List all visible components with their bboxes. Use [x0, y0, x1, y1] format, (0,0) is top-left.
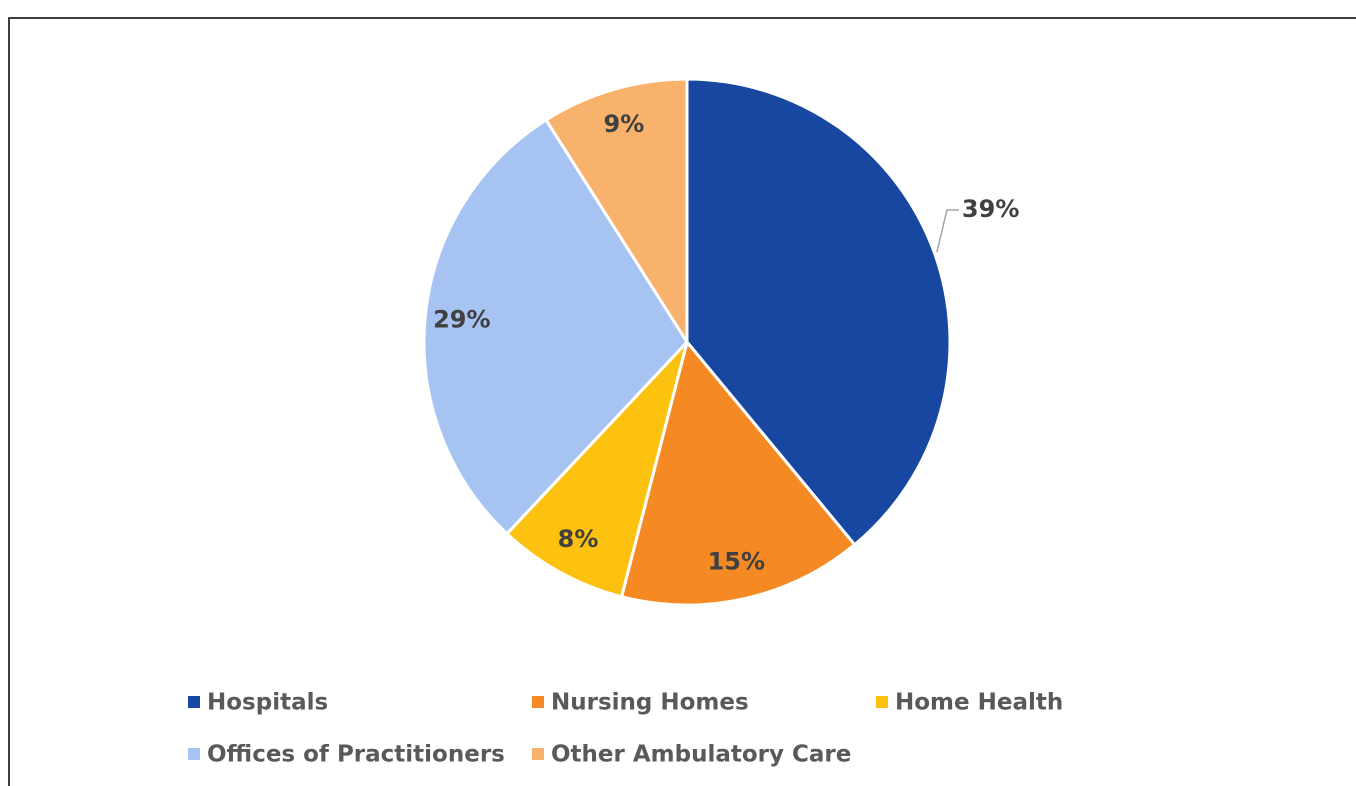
legend-label: Other Ambulatory Care [551, 742, 851, 768]
data-label: 29% [433, 306, 490, 334]
data-label: 9% [604, 110, 645, 138]
pie-slice [685, 77, 952, 547]
legend-swatch [876, 696, 888, 708]
chart-frame [8, 17, 1356, 786]
pie-slice [504, 340, 689, 599]
pie-slice [422, 117, 689, 536]
data-label: 8% [558, 525, 599, 553]
legend-swatch [188, 696, 200, 708]
legend-swatch [188, 748, 200, 760]
legend-label: Nursing Homes [551, 690, 749, 716]
pie-slice [619, 338, 857, 607]
legend-swatch [532, 696, 544, 708]
legend-label: Offices of Practitioners [207, 742, 505, 768]
legend-label: Home Health [895, 690, 1063, 716]
data-label: 15% [708, 548, 765, 576]
data-label: 39% [962, 195, 1019, 223]
pie-slice [544, 77, 689, 348]
legend-label: Hospitals [207, 690, 328, 716]
legend-swatch [532, 748, 544, 760]
leader-line [936, 209, 959, 253]
